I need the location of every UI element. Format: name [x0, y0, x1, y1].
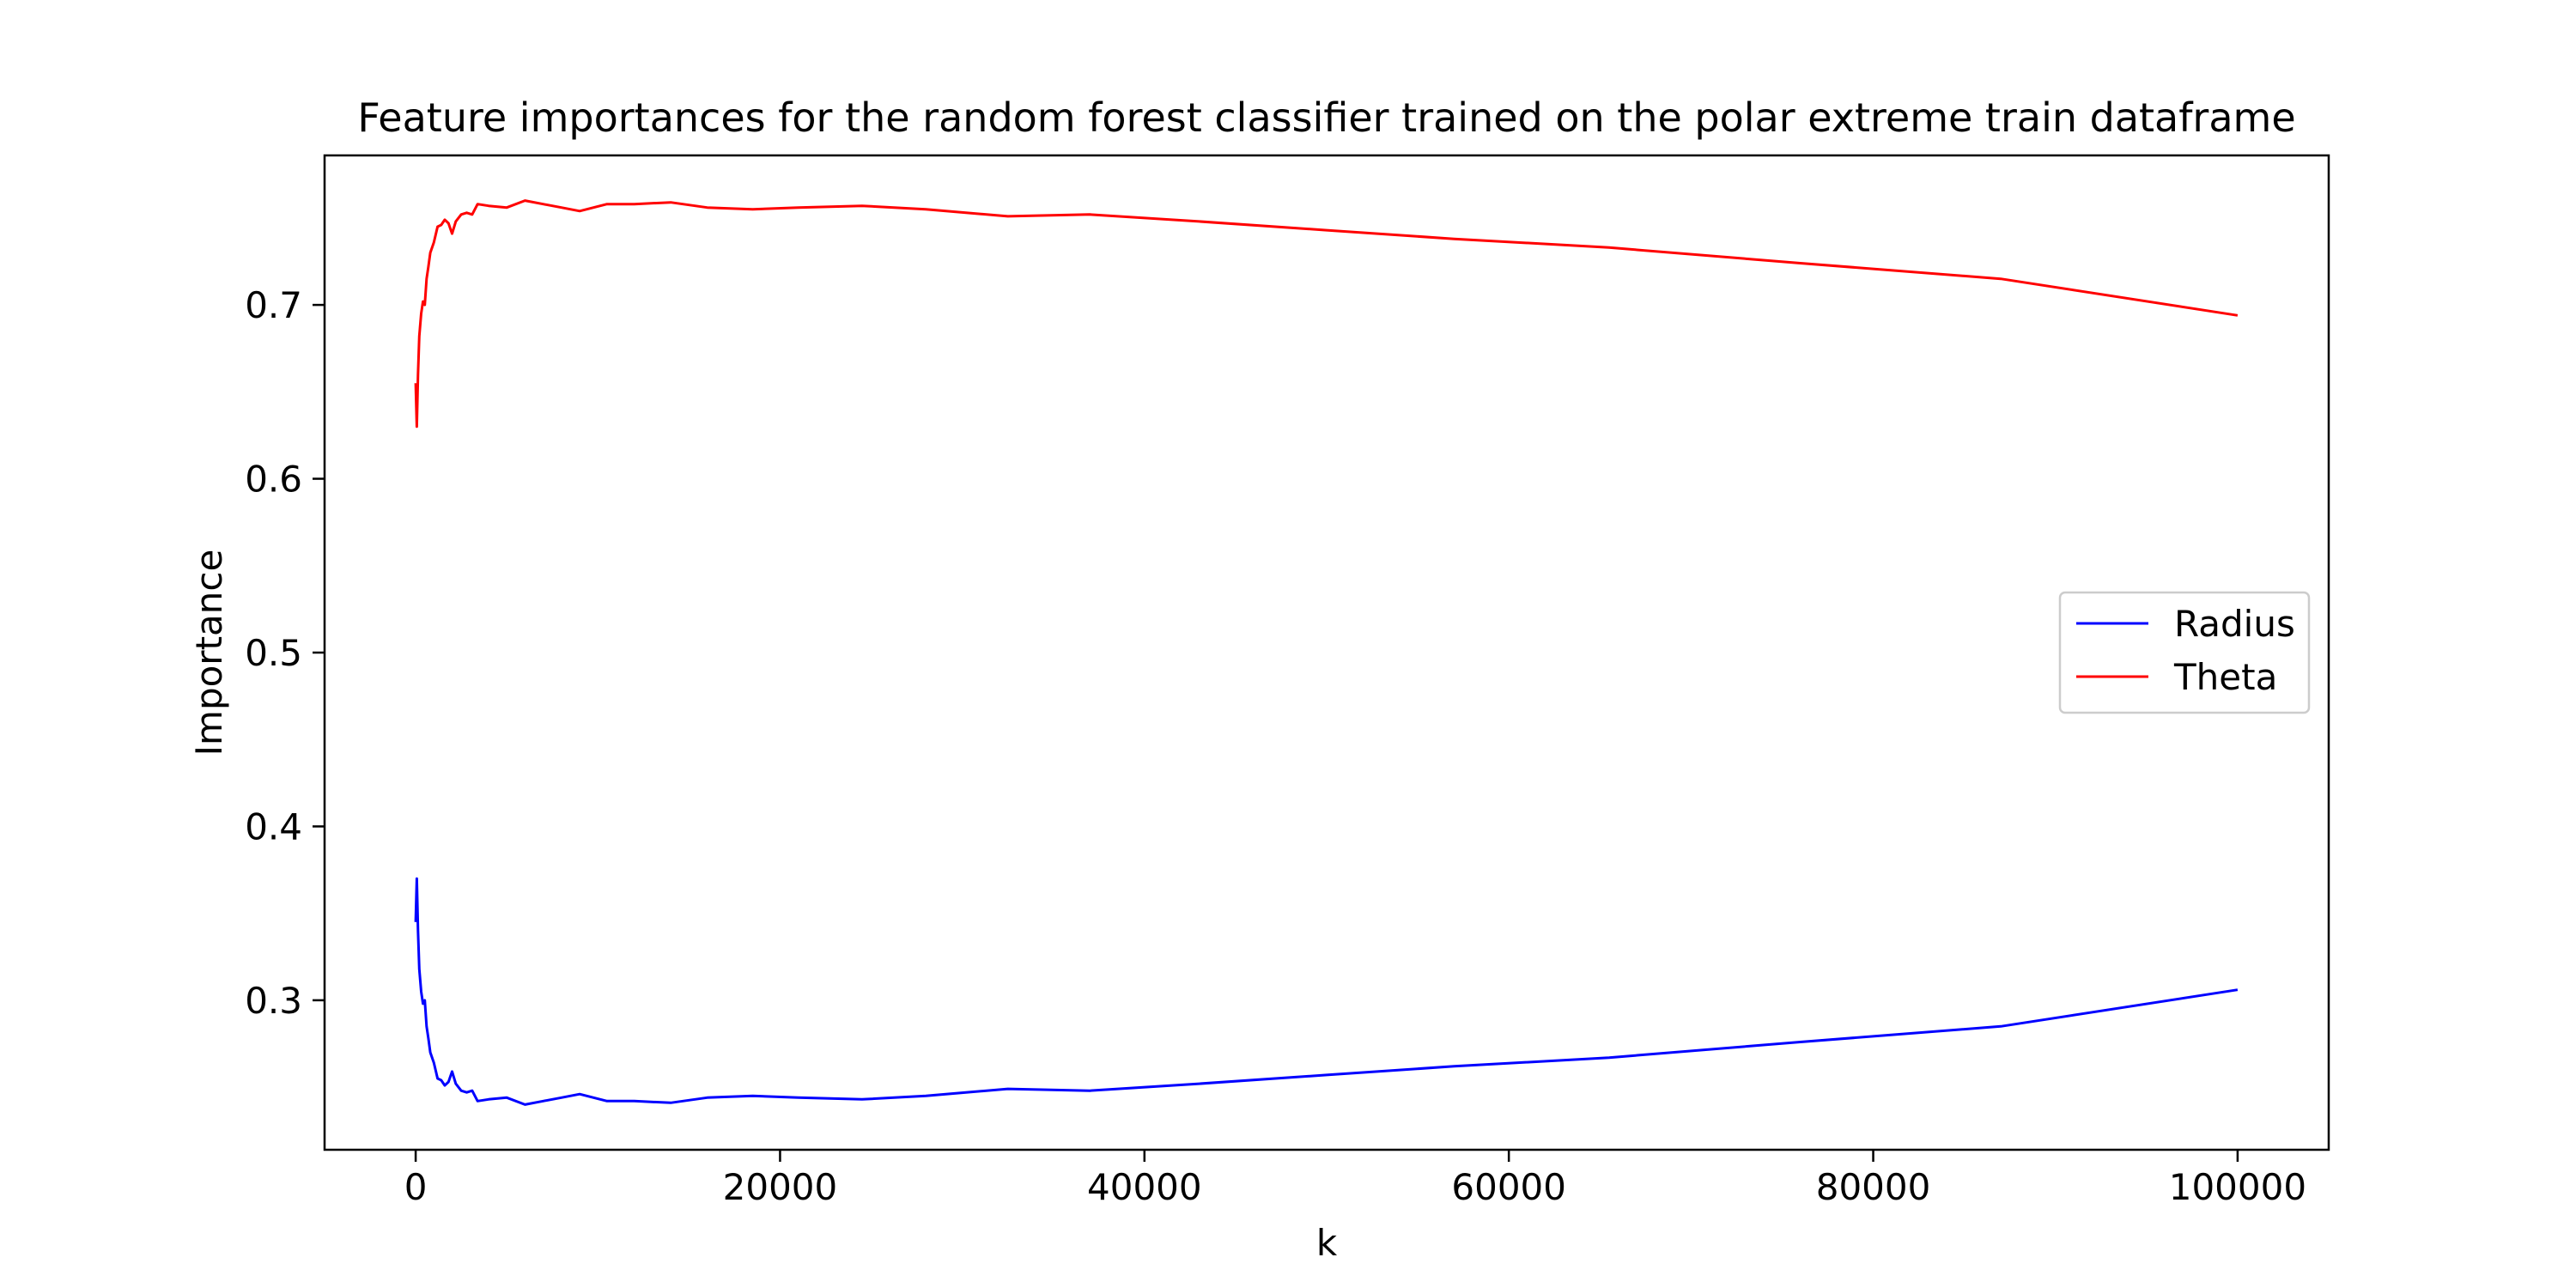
y-tick-label: 0.3: [245, 980, 302, 1022]
legend-label-radius: Radius: [2174, 603, 2295, 645]
y-tick-label: 0.5: [245, 632, 302, 674]
x-tick-label: 40000: [1087, 1166, 1202, 1208]
series-line-theta: [414, 199, 2239, 428]
chart-title: Feature importances for the random fores…: [357, 94, 2295, 141]
x-tick-label: 100000: [2169, 1166, 2306, 1208]
y-tick-label: 0.4: [245, 805, 302, 848]
x-tick-label: 80000: [1816, 1166, 1931, 1208]
y-axis: 0.3 0.4 0.5 0.6 0.7: [245, 284, 325, 1022]
y-axis-label: Importance: [188, 550, 230, 756]
y-tick-label: 0.7: [245, 284, 302, 326]
x-tick-label: 20000: [723, 1166, 838, 1208]
legend: Radius Theta: [2058, 591, 2311, 714]
x-tick-label: 0: [404, 1166, 428, 1208]
x-tick-label: 60000: [1451, 1166, 1566, 1208]
x-axis: 0 20000 40000 60000 80000 100000: [404, 1150, 2306, 1208]
legend-label-theta: Theta: [2173, 656, 2277, 698]
x-axis-label: k: [1316, 1222, 1338, 1264]
plot-area: [414, 199, 2239, 1106]
series-line-radius: [414, 877, 2239, 1106]
y-tick-label: 0.6: [245, 459, 302, 501]
